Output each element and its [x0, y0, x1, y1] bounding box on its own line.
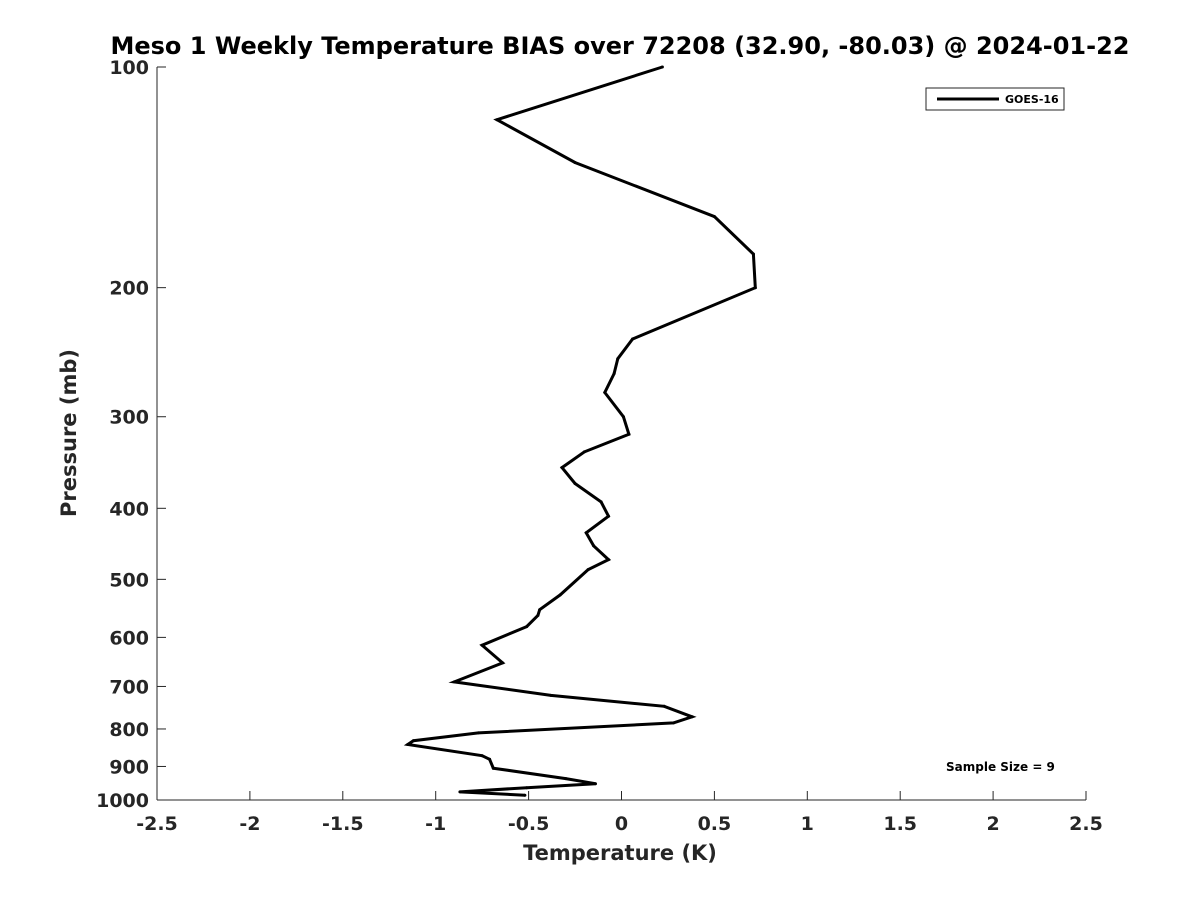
- series-point: [592, 544, 596, 548]
- y-tick-label: 700: [109, 676, 149, 698]
- series-point: [672, 721, 675, 725]
- series-point: [690, 715, 694, 719]
- legend-label: GOES-16: [1005, 93, 1059, 106]
- series-point: [607, 558, 610, 562]
- x-tick-label: 1: [801, 813, 814, 835]
- x-tick-label: 0.5: [698, 813, 732, 835]
- series-point: [627, 432, 631, 436]
- y-axis-label: Pressure (mb): [57, 349, 81, 517]
- x-tick-label: -0.5: [508, 813, 550, 835]
- series-point: [491, 766, 495, 770]
- series-line-0: [403, 65, 757, 797]
- series-point: [495, 118, 499, 122]
- series-point: [538, 608, 542, 612]
- series-point: [549, 693, 553, 697]
- series-point: [406, 743, 410, 746]
- series-point: [607, 514, 610, 518]
- series-point: [603, 391, 607, 394]
- series-point: [584, 531, 588, 535]
- series-point: [458, 790, 462, 794]
- series-point: [594, 782, 597, 786]
- series-point: [564, 777, 568, 781]
- series-point: [452, 680, 456, 684]
- x-axis-label: Temperature (K): [523, 841, 717, 865]
- sample-size-annotation: Sample Size = 9: [946, 760, 1055, 774]
- series-point: [573, 482, 577, 485]
- x-tick-label: 0: [615, 813, 628, 835]
- series-point: [616, 357, 620, 361]
- series-point: [525, 625, 529, 629]
- chart-title: Meso 1 Weekly Temperature BIAS over 7220…: [110, 32, 1129, 60]
- y-tick-label: 800: [109, 719, 149, 741]
- series-point: [480, 643, 484, 647]
- series-point: [560, 466, 564, 470]
- series-point: [751, 252, 755, 256]
- series-point: [662, 704, 666, 708]
- x-axis-ticks: -2.5 -2 -1.5 -1 -0.5 0 0.5 1 1.5 2 2.5: [136, 791, 1103, 835]
- x-tick-label: 1.5: [883, 813, 917, 835]
- y-axis-ticks: 100 200 300 400 500 600 700 800 900 1000: [96, 57, 166, 812]
- series-point: [582, 450, 586, 454]
- x-tick-label: 2.5: [1069, 813, 1103, 835]
- y-tick-label: 500: [109, 569, 149, 591]
- series-point: [536, 613, 540, 617]
- x-tick-label: -1: [425, 813, 446, 835]
- x-tick-label: -1.5: [322, 813, 364, 835]
- x-tick-label: 2: [986, 813, 999, 835]
- series-point: [558, 593, 562, 597]
- plot-axes: [156, 67, 1086, 801]
- series-point: [599, 500, 603, 504]
- series-point: [476, 731, 480, 735]
- series-point: [488, 757, 492, 761]
- x-tick-label: -2.5: [136, 813, 178, 835]
- series-point: [411, 739, 415, 743]
- series-point: [525, 786, 529, 790]
- series-point: [586, 568, 590, 572]
- y-tick-label: 200: [109, 278, 149, 300]
- legend: GOES-16: [925, 87, 1065, 111]
- series-point: [712, 215, 716, 219]
- y-tick-label: 100: [109, 57, 149, 79]
- series-point: [573, 161, 577, 164]
- y-tick-label: 900: [109, 756, 149, 778]
- series-point: [753, 286, 757, 290]
- x-tick-label: -2: [239, 813, 260, 835]
- y-tick-label: 1000: [96, 790, 149, 812]
- y-tick-label: 600: [109, 627, 149, 649]
- y-tick-label: 300: [109, 407, 149, 429]
- series-point: [660, 65, 664, 69]
- y-tick-label: 400: [109, 498, 149, 520]
- series-point: [631, 337, 635, 341]
- series-point: [612, 372, 616, 376]
- series-layer: [403, 65, 757, 797]
- series-point: [480, 754, 484, 758]
- series-point: [501, 661, 505, 665]
- series-point: [523, 793, 527, 797]
- series-point: [621, 415, 625, 419]
